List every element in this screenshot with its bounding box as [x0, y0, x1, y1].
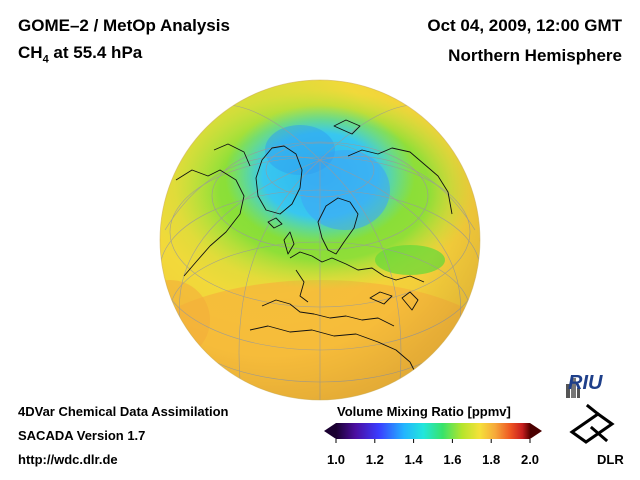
colorbar-title: Volume Mixing Ratio [ppmv] [337, 404, 511, 419]
colorbar-tick-label: 1.4 [404, 452, 423, 467]
footer-link[interactable]: http://wdc.dlr.de [18, 452, 118, 467]
colorbar-tick-label: 1.6 [443, 452, 462, 467]
riu-logo-icon [566, 378, 580, 398]
region-label: Northern Hemisphere [448, 46, 622, 65]
colorbar-gradient [336, 423, 530, 439]
footer-line-2: SACADA Version 1.7 [18, 428, 146, 443]
species-prefix: CH [18, 43, 43, 62]
colorbar-tick-label: 2.0 [520, 452, 540, 467]
colorbar [324, 423, 542, 443]
species-label: CH4 at 55.4 hPa [18, 43, 142, 65]
colorbar-max-arrow [530, 423, 542, 439]
dlr-logo-icon [569, 403, 615, 444]
globe-field [160, 80, 480, 400]
colorbar-tick-label: 1.0 [326, 452, 346, 467]
riu-logo-text: RIU [568, 372, 603, 394]
footer-line-1: 4DVar Chemical Data Assimilation [18, 404, 229, 419]
species-suffix: at 55.4 hPa [48, 43, 143, 62]
map-title: GOME–2 / MetOp Analysis [18, 16, 230, 35]
colorbar-tick-label: 1.8 [482, 452, 501, 467]
dlr-logo-text: DLR [597, 452, 624, 467]
colorbar-tick-label: 1.2 [365, 452, 384, 467]
species-subscript: 4 [42, 53, 49, 66]
colorbar-min-arrow [324, 423, 336, 439]
datetime-label: Oct 04, 2009, 12:00 GMT [427, 16, 622, 35]
